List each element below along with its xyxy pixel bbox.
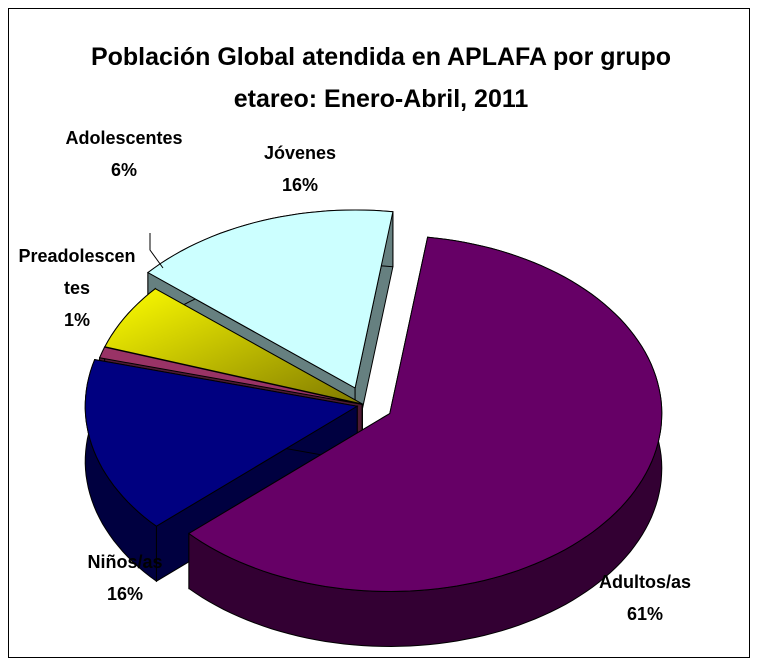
pie-slice — [187, 236, 663, 593]
pie-slice — [146, 209, 394, 389]
slice-label: Preadolescentes — [18, 246, 136, 298]
chart-frame — [8, 8, 750, 658]
leader-line — [149, 233, 164, 269]
slice-label: Jóvenes — [263, 143, 337, 163]
slice-label: Adultos/as — [598, 572, 691, 592]
slice-label: Adolescentes — [65, 128, 183, 148]
slice-value-label: 61% — [626, 604, 664, 624]
pie-slice — [104, 288, 363, 405]
chart-title: Población Global atendida en APLAFA por … — [90, 43, 672, 113]
slice-value-label: 16% — [106, 584, 144, 604]
slice-value-label: 16% — [281, 175, 319, 195]
pie-slice — [84, 359, 359, 527]
slice-value-label: 6% — [110, 160, 137, 180]
slice-value-label: 1% — [63, 310, 90, 330]
slice-label: Niños/as — [87, 552, 163, 572]
